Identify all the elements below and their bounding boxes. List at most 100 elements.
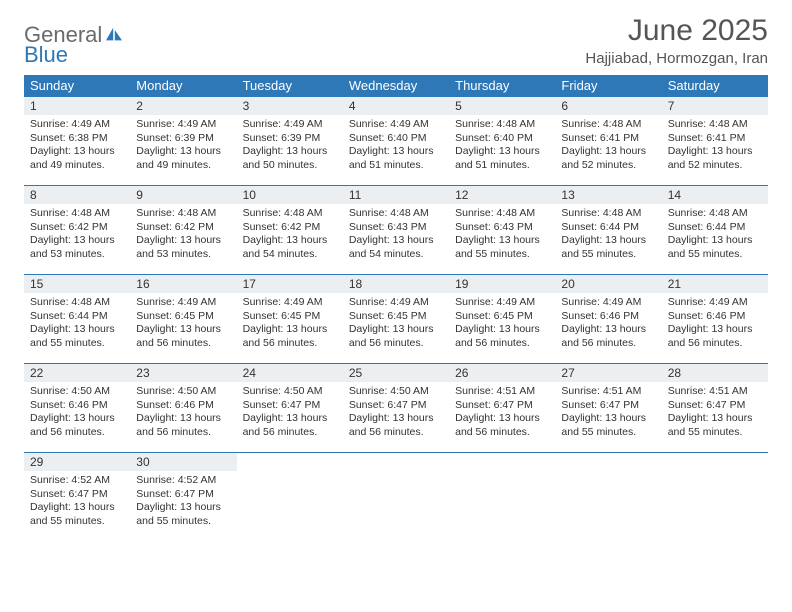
- daylight-line2: and 51 minutes.: [455, 159, 549, 173]
- day-number: 15: [24, 275, 130, 293]
- daylight-line2: and 54 minutes.: [243, 248, 337, 262]
- daylight-line1: Daylight: 13 hours: [243, 412, 337, 426]
- weekday-header: Saturday: [662, 75, 768, 97]
- calendar-week-row: 29Sunrise: 4:52 AMSunset: 6:47 PMDayligh…: [24, 453, 768, 542]
- title-block: June 2025 Hajjiabad, Hormozgan, Iran: [585, 14, 768, 67]
- calendar-week-row: 8Sunrise: 4:48 AMSunset: 6:42 PMDaylight…: [24, 186, 768, 275]
- sunset-text: Sunset: 6:46 PM: [668, 310, 762, 324]
- sunset-text: Sunset: 6:45 PM: [243, 310, 337, 324]
- daylight-line2: and 55 minutes.: [30, 515, 124, 529]
- daylight-line2: and 51 minutes.: [349, 159, 443, 173]
- daylight-line2: and 50 minutes.: [243, 159, 337, 173]
- sunrise-text: Sunrise: 4:48 AM: [668, 207, 762, 221]
- page-title: June 2025: [585, 14, 768, 48]
- sunset-text: Sunset: 6:46 PM: [30, 399, 124, 413]
- daylight-line1: Daylight: 13 hours: [349, 412, 443, 426]
- daylight-line1: Daylight: 13 hours: [561, 412, 655, 426]
- day-details: Sunrise: 4:51 AMSunset: 6:47 PMDaylight:…: [555, 382, 661, 444]
- sunset-text: Sunset: 6:47 PM: [136, 488, 230, 502]
- sunset-text: Sunset: 6:46 PM: [561, 310, 655, 324]
- sunrise-text: Sunrise: 4:48 AM: [561, 118, 655, 132]
- day-details: Sunrise: 4:48 AMSunset: 6:44 PMDaylight:…: [662, 204, 768, 266]
- day-details: Sunrise: 4:48 AMSunset: 6:42 PMDaylight:…: [24, 204, 130, 266]
- sunset-text: Sunset: 6:42 PM: [243, 221, 337, 235]
- day-number: 1: [24, 97, 130, 115]
- daylight-line2: and 56 minutes.: [455, 426, 549, 440]
- daylight-line2: and 56 minutes.: [136, 337, 230, 351]
- day-details: Sunrise: 4:49 AMSunset: 6:38 PMDaylight:…: [24, 115, 130, 177]
- sunset-text: Sunset: 6:39 PM: [243, 132, 337, 146]
- calendar-day-cell: 7Sunrise: 4:48 AMSunset: 6:41 PMDaylight…: [662, 97, 768, 186]
- daylight-line2: and 55 minutes.: [561, 248, 655, 262]
- day-details: Sunrise: 4:49 AMSunset: 6:46 PMDaylight:…: [555, 293, 661, 355]
- daylight-line2: and 54 minutes.: [349, 248, 443, 262]
- day-details: Sunrise: 4:48 AMSunset: 6:41 PMDaylight:…: [662, 115, 768, 177]
- logo-word-2: Blue: [24, 44, 124, 66]
- calendar-day-cell: 28Sunrise: 4:51 AMSunset: 6:47 PMDayligh…: [662, 364, 768, 453]
- calendar-day-cell: 2Sunrise: 4:49 AMSunset: 6:39 PMDaylight…: [130, 97, 236, 186]
- weekday-header: Wednesday: [343, 75, 449, 97]
- sunset-text: Sunset: 6:43 PM: [455, 221, 549, 235]
- daylight-line1: Daylight: 13 hours: [243, 234, 337, 248]
- calendar-day-cell: 14Sunrise: 4:48 AMSunset: 6:44 PMDayligh…: [662, 186, 768, 275]
- calendar-day-cell: 27Sunrise: 4:51 AMSunset: 6:47 PMDayligh…: [555, 364, 661, 453]
- daylight-line1: Daylight: 13 hours: [668, 234, 762, 248]
- daylight-line2: and 56 minutes.: [455, 337, 549, 351]
- sunrise-text: Sunrise: 4:49 AM: [30, 118, 124, 132]
- day-details: Sunrise: 4:50 AMSunset: 6:46 PMDaylight:…: [130, 382, 236, 444]
- sunrise-text: Sunrise: 4:49 AM: [349, 118, 443, 132]
- sunrise-text: Sunrise: 4:50 AM: [349, 385, 443, 399]
- day-details: Sunrise: 4:48 AMSunset: 6:41 PMDaylight:…: [555, 115, 661, 177]
- sunrise-text: Sunrise: 4:50 AM: [30, 385, 124, 399]
- sunrise-text: Sunrise: 4:51 AM: [668, 385, 762, 399]
- calendar-day-cell: 18Sunrise: 4:49 AMSunset: 6:45 PMDayligh…: [343, 275, 449, 364]
- weekday-header: Thursday: [449, 75, 555, 97]
- calendar-day-cell: 25Sunrise: 4:50 AMSunset: 6:47 PMDayligh…: [343, 364, 449, 453]
- day-details: Sunrise: 4:50 AMSunset: 6:47 PMDaylight:…: [237, 382, 343, 444]
- day-details: Sunrise: 4:48 AMSunset: 6:44 PMDaylight:…: [24, 293, 130, 355]
- day-details: Sunrise: 4:51 AMSunset: 6:47 PMDaylight:…: [662, 382, 768, 444]
- daylight-line2: and 55 minutes.: [668, 248, 762, 262]
- sunrise-text: Sunrise: 4:52 AM: [136, 474, 230, 488]
- day-number: 25: [343, 364, 449, 382]
- daylight-line1: Daylight: 13 hours: [455, 323, 549, 337]
- day-details: Sunrise: 4:50 AMSunset: 6:46 PMDaylight:…: [24, 382, 130, 444]
- daylight-line2: and 55 minutes.: [455, 248, 549, 262]
- daylight-line1: Daylight: 13 hours: [30, 412, 124, 426]
- daylight-line1: Daylight: 13 hours: [455, 145, 549, 159]
- calendar-day-cell: [449, 453, 555, 542]
- calendar-day-cell: 1Sunrise: 4:49 AMSunset: 6:38 PMDaylight…: [24, 97, 130, 186]
- calendar-day-cell: 20Sunrise: 4:49 AMSunset: 6:46 PMDayligh…: [555, 275, 661, 364]
- sunset-text: Sunset: 6:42 PM: [136, 221, 230, 235]
- daylight-line1: Daylight: 13 hours: [668, 323, 762, 337]
- calendar-day-cell: 29Sunrise: 4:52 AMSunset: 6:47 PMDayligh…: [24, 453, 130, 542]
- daylight-line2: and 53 minutes.: [136, 248, 230, 262]
- daylight-line1: Daylight: 13 hours: [455, 234, 549, 248]
- calendar-day-cell: 22Sunrise: 4:50 AMSunset: 6:46 PMDayligh…: [24, 364, 130, 453]
- calendar-day-cell: [555, 453, 661, 542]
- daylight-line1: Daylight: 13 hours: [30, 145, 124, 159]
- day-details: Sunrise: 4:48 AMSunset: 6:43 PMDaylight:…: [343, 204, 449, 266]
- daylight-line1: Daylight: 13 hours: [668, 145, 762, 159]
- calendar-day-cell: 9Sunrise: 4:48 AMSunset: 6:42 PMDaylight…: [130, 186, 236, 275]
- calendar-day-cell: 30Sunrise: 4:52 AMSunset: 6:47 PMDayligh…: [130, 453, 236, 542]
- daylight-line1: Daylight: 13 hours: [136, 501, 230, 515]
- sunrise-text: Sunrise: 4:48 AM: [136, 207, 230, 221]
- daylight-line2: and 52 minutes.: [668, 159, 762, 173]
- day-details: Sunrise: 4:48 AMSunset: 6:44 PMDaylight:…: [555, 204, 661, 266]
- day-number: 28: [662, 364, 768, 382]
- day-details: Sunrise: 4:49 AMSunset: 6:46 PMDaylight:…: [662, 293, 768, 355]
- calendar-day-cell: 13Sunrise: 4:48 AMSunset: 6:44 PMDayligh…: [555, 186, 661, 275]
- sunrise-text: Sunrise: 4:51 AM: [455, 385, 549, 399]
- day-details: Sunrise: 4:48 AMSunset: 6:40 PMDaylight:…: [449, 115, 555, 177]
- daylight-line1: Daylight: 13 hours: [136, 145, 230, 159]
- daylight-line1: Daylight: 13 hours: [349, 234, 443, 248]
- calendar-week-row: 15Sunrise: 4:48 AMSunset: 6:44 PMDayligh…: [24, 275, 768, 364]
- calendar-day-cell: [343, 453, 449, 542]
- header: GeneralBlue June 2025 Hajjiabad, Hormozg…: [24, 14, 768, 67]
- day-number: 5: [449, 97, 555, 115]
- day-details: Sunrise: 4:49 AMSunset: 6:45 PMDaylight:…: [449, 293, 555, 355]
- day-number: 19: [449, 275, 555, 293]
- daylight-line2: and 55 minutes.: [668, 426, 762, 440]
- daylight-line1: Daylight: 13 hours: [561, 145, 655, 159]
